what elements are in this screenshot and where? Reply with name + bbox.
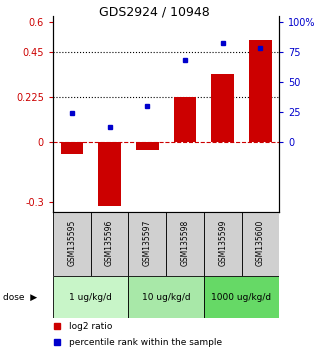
Text: GDS2924 / 10948: GDS2924 / 10948 [99,5,210,18]
Bar [128,212,166,276]
Text: 10 ug/kg/d: 10 ug/kg/d [142,292,190,302]
Text: log2 ratio: log2 ratio [69,322,112,331]
Text: GSM135597: GSM135597 [143,219,152,266]
Bar [98,142,121,206]
Text: 1000 ug/kg/d: 1000 ug/kg/d [212,292,272,302]
Text: GSM135599: GSM135599 [218,219,227,266]
Bar [174,97,196,142]
Bar [204,276,279,319]
Bar [60,142,83,154]
Text: GSM135595: GSM135595 [67,219,76,266]
Text: GSM135598: GSM135598 [180,219,189,266]
Text: GSM135596: GSM135596 [105,219,114,266]
Bar [241,212,279,276]
Bar [204,212,241,276]
Text: 1 ug/kg/d: 1 ug/kg/d [69,292,112,302]
Bar [53,276,128,319]
Bar [211,74,234,142]
Bar [166,212,204,276]
Text: dose  ▶: dose ▶ [3,292,37,302]
Bar [53,212,91,276]
Bar [136,142,159,150]
Bar [128,276,204,319]
Bar [249,40,272,142]
Text: percentile rank within the sample: percentile rank within the sample [69,338,222,347]
Text: GSM135600: GSM135600 [256,219,265,266]
Bar [91,212,128,276]
